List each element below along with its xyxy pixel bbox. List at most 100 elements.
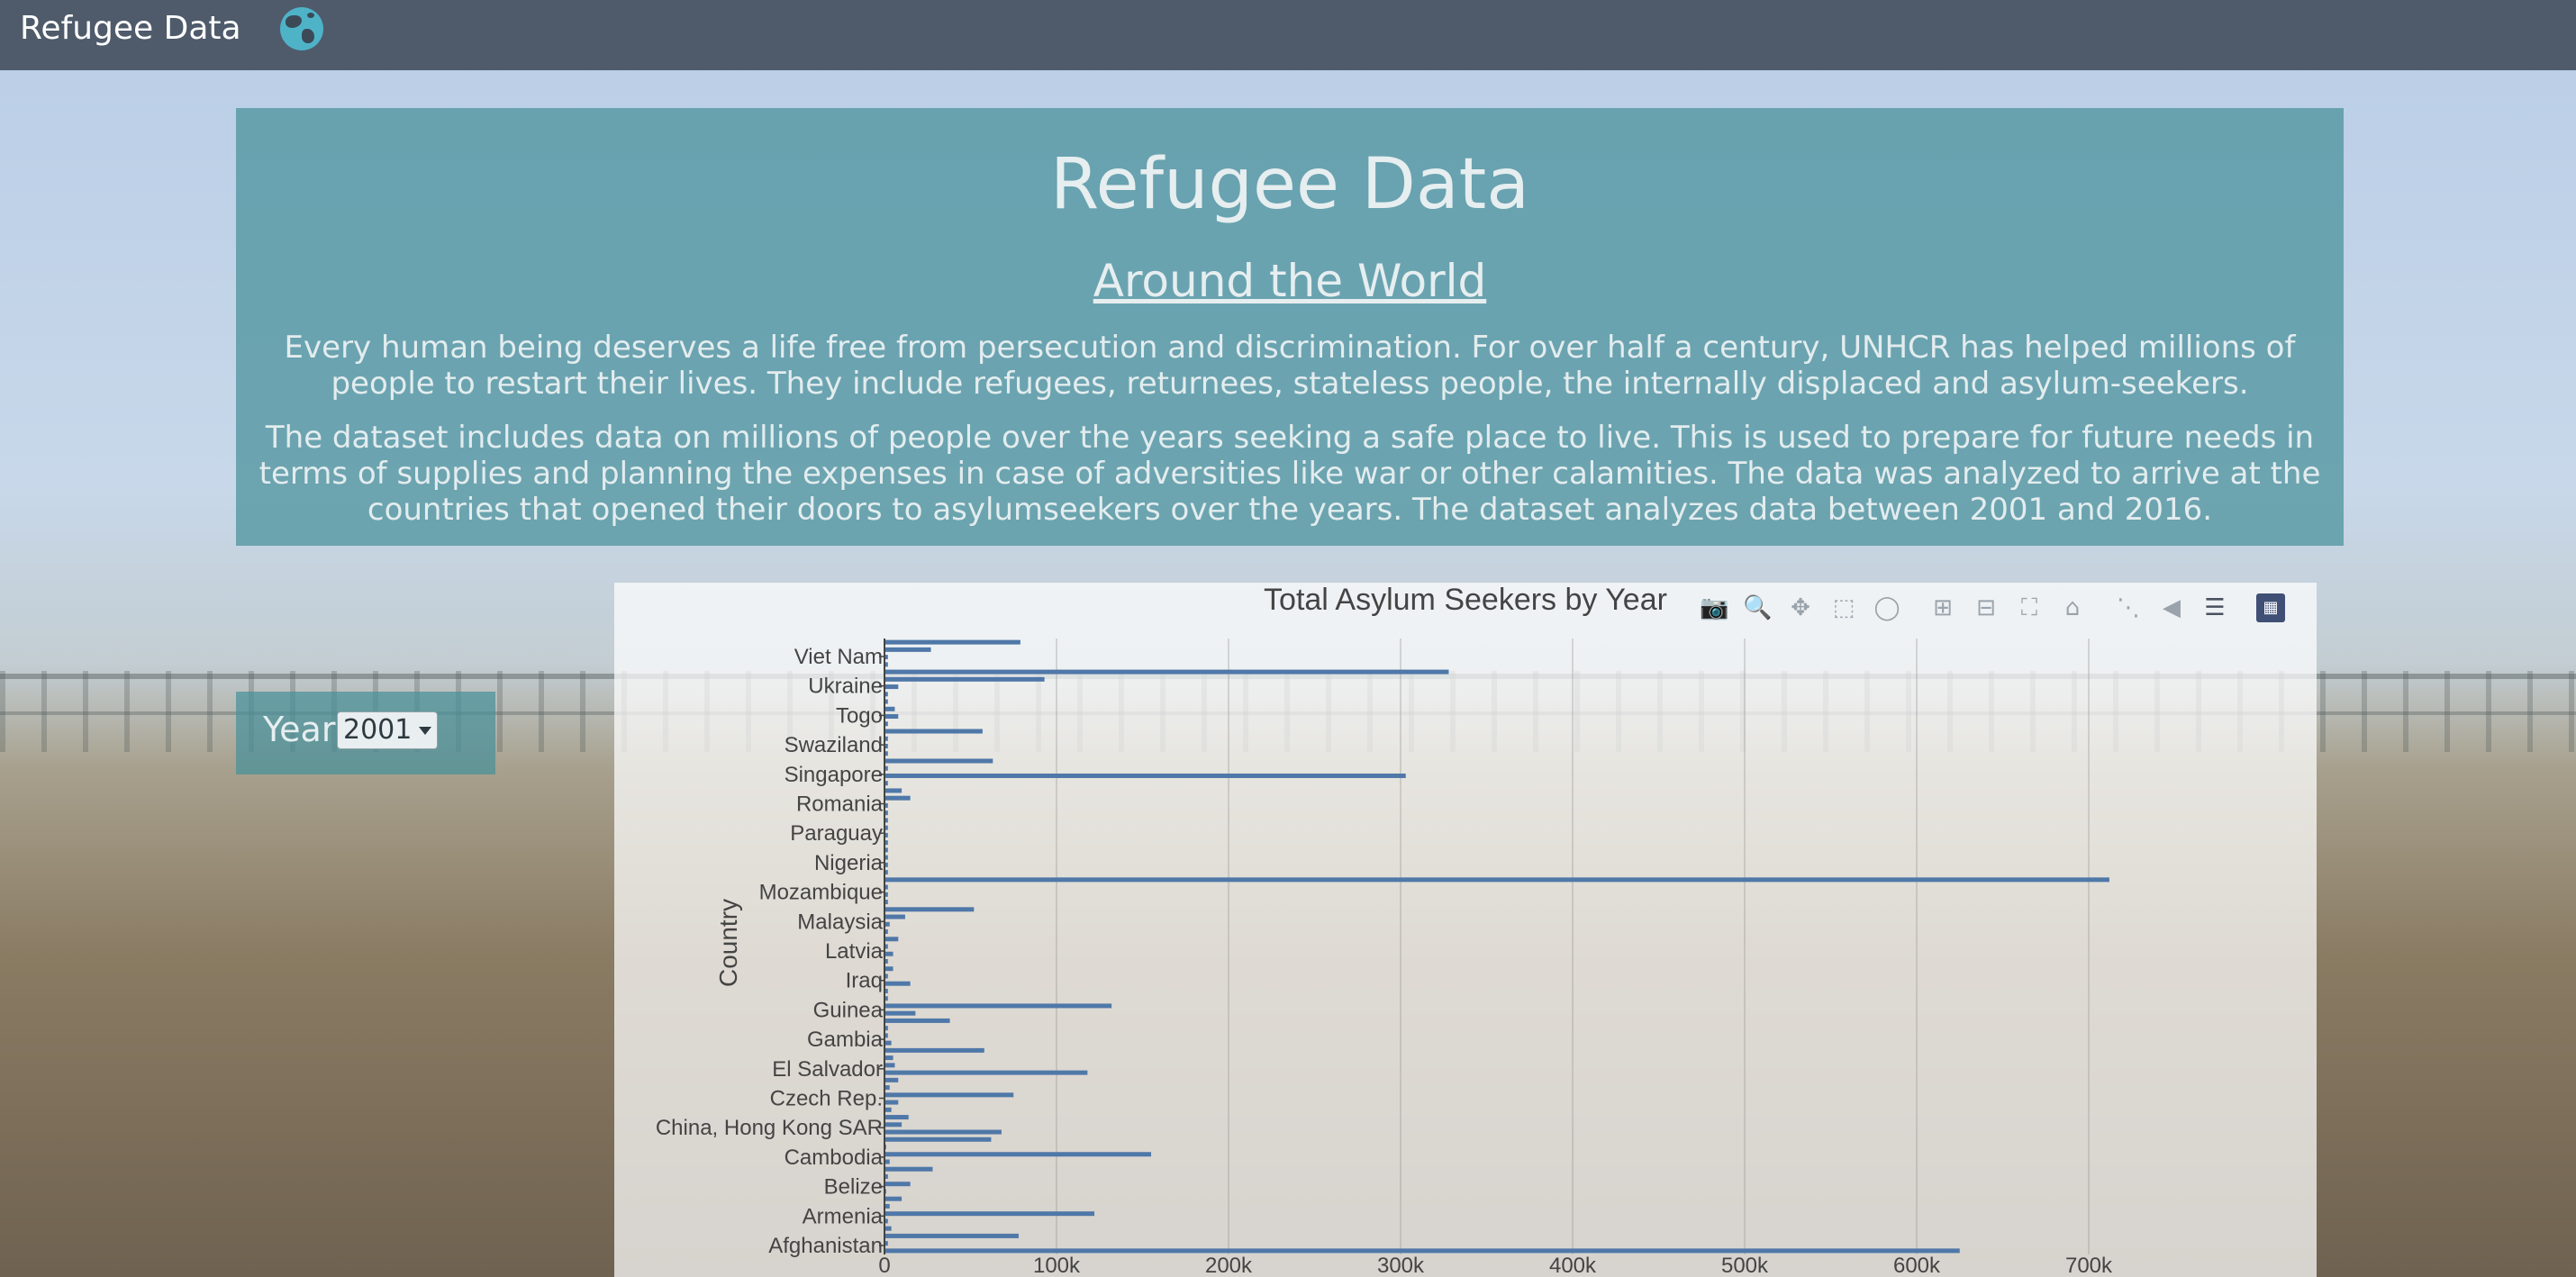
bar[interactable] <box>884 1100 899 1105</box>
bar[interactable] <box>884 736 888 741</box>
bar[interactable] <box>884 662 888 667</box>
bar[interactable] <box>884 1233 1019 1238</box>
bar[interactable] <box>884 870 888 875</box>
bar[interactable] <box>884 877 2109 883</box>
bar[interactable] <box>884 1115 909 1120</box>
bar[interactable] <box>884 1152 1152 1157</box>
bar[interactable] <box>884 676 1045 682</box>
bar[interactable] <box>884 1211 1095 1217</box>
bar[interactable] <box>884 818 888 823</box>
bar[interactable] <box>884 655 888 660</box>
bar[interactable] <box>884 758 993 764</box>
bar[interactable] <box>884 1137 992 1142</box>
bar[interactable] <box>884 795 911 801</box>
bar[interactable] <box>884 907 975 912</box>
y-tick-labels: Viet Nam Ukraine Togo Swaziland Singapore Rom… <box>656 645 884 1258</box>
zoom-icon[interactable]: 🔍 <box>1743 594 1773 621</box>
autoscale-icon[interactable]: ⛶ <box>2020 594 2038 621</box>
bar[interactable] <box>884 1070 1088 1075</box>
pan-icon[interactable]: ✥ <box>1791 594 1810 621</box>
year-select[interactable]: 2001 <box>337 711 438 749</box>
bar[interactable] <box>884 1055 893 1061</box>
bar[interactable] <box>884 781 888 786</box>
bar[interactable] <box>884 884 888 890</box>
bar[interactable] <box>884 1092 1014 1098</box>
bar[interactable] <box>884 1018 950 1023</box>
bar[interactable] <box>884 1026 888 1031</box>
bar[interactable] <box>884 862 888 867</box>
bar[interactable] <box>884 743 888 748</box>
bar[interactable] <box>884 974 888 979</box>
bar[interactable] <box>884 937 899 942</box>
bar[interactable] <box>884 996 888 1001</box>
bar[interactable] <box>884 855 888 860</box>
zoom-out-icon[interactable]: ⊟ <box>1976 594 1996 621</box>
bar[interactable] <box>884 1040 892 1046</box>
bar[interactable] <box>884 1003 1112 1009</box>
navbar-brand[interactable]: Refugee Data <box>20 10 241 47</box>
camera-icon[interactable]: 📷 <box>1700 594 1729 621</box>
bar[interactable] <box>884 714 899 720</box>
bar[interactable] <box>884 1010 916 1016</box>
bar[interactable] <box>884 840 888 846</box>
zoom-in-icon[interactable]: ⊞ <box>1933 594 1953 621</box>
bar[interactable] <box>884 1241 888 1246</box>
bar[interactable] <box>884 825 888 830</box>
bar[interactable] <box>884 958 888 964</box>
bar[interactable] <box>884 1047 984 1053</box>
y-tick-label: Guinea <box>813 998 884 1022</box>
lasso-icon[interactable]: ◯ <box>1873 594 1900 621</box>
bar[interactable] <box>884 788 903 793</box>
bar[interactable] <box>884 1166 933 1172</box>
bar[interactable] <box>884 944 888 949</box>
bar[interactable] <box>884 729 983 734</box>
bar[interactable] <box>884 1203 890 1209</box>
bar[interactable] <box>884 951 893 956</box>
bar[interactable] <box>884 1196 903 1201</box>
bar[interactable] <box>884 1226 892 1231</box>
bar[interactable] <box>884 684 899 690</box>
bar[interactable] <box>884 981 911 986</box>
bar[interactable] <box>884 921 890 927</box>
bar[interactable] <box>884 1033 888 1038</box>
bar[interactable] <box>884 802 888 808</box>
bar[interactable] <box>884 669 1449 675</box>
bar[interactable] <box>884 751 888 756</box>
bar[interactable] <box>884 692 888 697</box>
bar[interactable] <box>884 1077 899 1082</box>
bar[interactable] <box>884 1085 890 1091</box>
bar[interactable] <box>884 929 888 935</box>
bar[interactable] <box>884 1063 895 1068</box>
bar[interactable] <box>884 832 888 838</box>
bar[interactable] <box>884 914 905 919</box>
bar[interactable] <box>884 1159 890 1164</box>
bar[interactable] <box>884 1173 888 1179</box>
bar[interactable] <box>884 988 888 993</box>
plotly-logo-icon[interactable]: ▦ <box>2256 593 2285 622</box>
reset-axes-icon[interactable]: ⌂ <box>2064 594 2081 621</box>
bar[interactable] <box>884 892 888 897</box>
bar[interactable] <box>884 699 888 704</box>
bar[interactable] <box>884 811 888 816</box>
bar[interactable] <box>884 773 1406 778</box>
spike-lines-icon[interactable]: ⋱ <box>2117 594 2140 621</box>
bar[interactable] <box>884 721 888 727</box>
hover-compare-icon[interactable]: ☰ <box>2204 594 2226 621</box>
bar[interactable] <box>884 639 1020 645</box>
bar[interactable] <box>884 765 888 771</box>
bar[interactable] <box>884 1182 911 1187</box>
bar[interactable] <box>884 900 888 905</box>
bar[interactable] <box>884 966 893 972</box>
bar-chart[interactable]: Viet Nam Ukraine Togo Swaziland Singapore Rom… <box>614 583 2317 1277</box>
bar[interactable] <box>884 847 888 853</box>
bar[interactable] <box>884 1107 892 1112</box>
bar[interactable] <box>884 1218 888 1224</box>
bar[interactable] <box>884 706 895 711</box>
bar[interactable] <box>884 1129 1002 1135</box>
bar[interactable] <box>884 1248 1960 1254</box>
globe-icon[interactable] <box>280 7 323 50</box>
box-select-icon[interactable]: ⬚ <box>1832 594 1855 621</box>
bar[interactable] <box>884 1122 903 1128</box>
bar[interactable] <box>884 647 931 652</box>
hover-closest-icon[interactable]: ◀ <box>2163 594 2181 621</box>
